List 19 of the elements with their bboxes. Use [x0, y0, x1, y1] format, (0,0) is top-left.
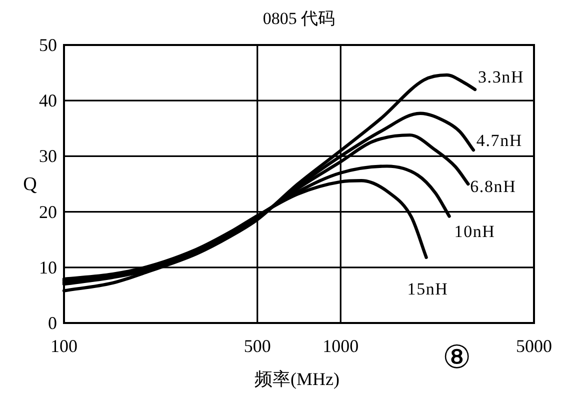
x-tick-label: 500 — [244, 336, 271, 356]
y-tick-label: 20 — [39, 202, 57, 222]
y-tick-label: 10 — [39, 257, 57, 278]
x-axis-title: 频率(MHz) — [254, 369, 340, 389]
series-label: 4.7nH — [476, 131, 522, 150]
series-label: 6.8nH — [470, 177, 516, 196]
y-tick-label: 0 — [48, 313, 57, 333]
x-tick-label: 5000 — [516, 336, 552, 356]
y-axis-title: Q — [23, 174, 38, 195]
y-tick-label: 40 — [39, 90, 57, 111]
y-tick-label: 50 — [39, 35, 57, 55]
y-tick-label: 30 — [39, 146, 57, 166]
series-label: 3.3nH — [478, 67, 524, 86]
series-label: 10nH — [454, 222, 496, 242]
text: ⑧ — [442, 339, 472, 375]
x-tick-label: 100 — [50, 336, 78, 356]
series-label: 15nH — [407, 279, 448, 298]
x-tick-label: 1000 — [322, 336, 359, 356]
chart-title: 0805 代码 — [262, 9, 336, 28]
